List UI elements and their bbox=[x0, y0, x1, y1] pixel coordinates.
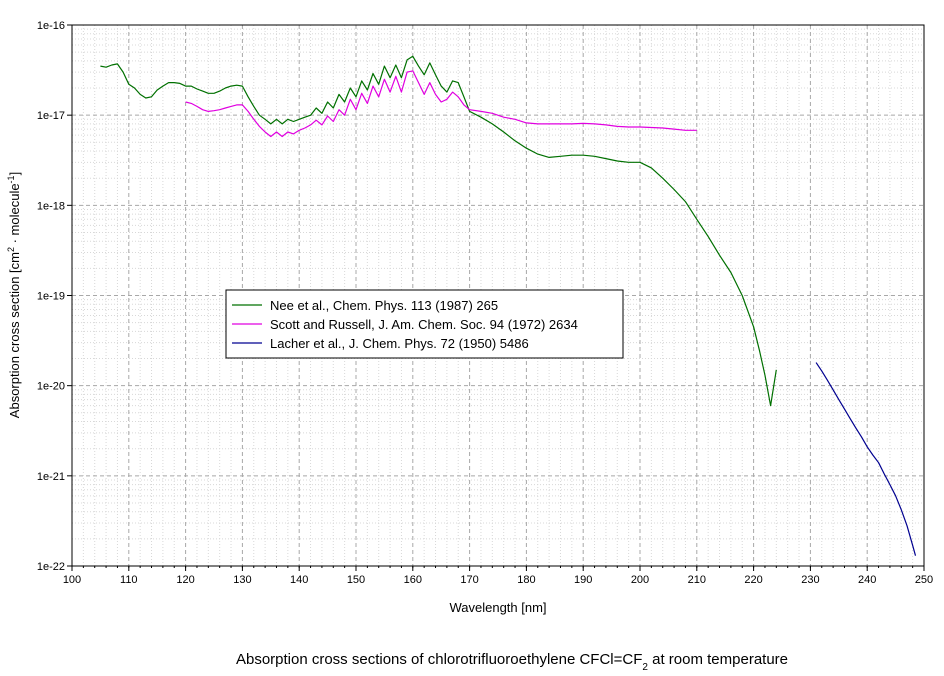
x-tick-label: 100 bbox=[63, 574, 81, 586]
y-tick-label: 1e-17 bbox=[37, 110, 65, 122]
y-tick-label: 1e-20 bbox=[37, 381, 65, 393]
y-tick-label: 1e-18 bbox=[37, 200, 65, 212]
text-segment: ] bbox=[7, 172, 22, 176]
legend-label-1: Nee et al., Chem. Phys. 113 (1987) 265 bbox=[270, 298, 498, 313]
x-tick-label: 210 bbox=[688, 574, 706, 586]
text-segment: Absorption cross sections of chlorotrifl… bbox=[236, 651, 642, 668]
y-axis-title: Absorption cross section [cm2 · molecule… bbox=[6, 172, 22, 418]
x-tick-label: 170 bbox=[460, 574, 478, 586]
series-line-3 bbox=[815, 362, 917, 556]
y-tick-label: 1e-19 bbox=[37, 291, 65, 303]
superscript: -1 bbox=[6, 175, 16, 183]
series-line-2 bbox=[185, 70, 697, 138]
y-tick-label: 1e-21 bbox=[37, 471, 65, 483]
x-tick-label: 200 bbox=[631, 574, 649, 586]
subscript: 2 bbox=[642, 662, 648, 673]
figure-caption: Absorption cross sections of chlorotrifl… bbox=[236, 651, 788, 673]
x-tick-label: 220 bbox=[744, 574, 762, 586]
x-tick-label: 120 bbox=[176, 574, 194, 586]
y-axis: 1e-22 1e-21 1e-20 1e-19 1e-18 1e-17 1e-16 bbox=[37, 20, 72, 573]
legend-label-2: Scott and Russell, J. Am. Chem. Soc. 94 … bbox=[270, 317, 578, 332]
series-line-1 bbox=[100, 55, 777, 407]
x-tick-label: 140 bbox=[290, 574, 308, 586]
legend-label-3: Lacher et al., J. Chem. Phys. 72 (1950) … bbox=[270, 336, 529, 351]
x-tick-label: 240 bbox=[858, 574, 876, 586]
legend: Nee et al., Chem. Phys. 113 (1987) 265 Sc… bbox=[225, 289, 624, 359]
x-tick-label: 180 bbox=[517, 574, 535, 586]
legend-box bbox=[225, 289, 624, 359]
x-tick-label: 160 bbox=[404, 574, 422, 586]
text-segment: Absorption cross section [cm bbox=[7, 252, 22, 418]
x-axis-title: Wavelength [nm] bbox=[449, 600, 546, 615]
y-tick-label: 1e-16 bbox=[37, 20, 65, 32]
x-tick-label: 190 bbox=[574, 574, 592, 586]
text-segment: · molecule bbox=[7, 183, 22, 247]
series-layer bbox=[100, 55, 917, 556]
x-axis: 100 110 120 130 140 150 160 170 180 190 200 210 220 2… bbox=[63, 566, 933, 586]
x-tick-label: 250 bbox=[915, 574, 933, 586]
x-tick-label: 110 bbox=[120, 574, 138, 586]
x-tick-label: 150 bbox=[347, 574, 365, 586]
y-tick-label: 1e-22 bbox=[37, 561, 65, 573]
major-grid bbox=[72, 25, 924, 566]
x-tick-label: 230 bbox=[801, 574, 819, 586]
text-segment: at room temperature bbox=[648, 651, 788, 668]
superscript: 2 bbox=[6, 247, 16, 252]
x-tick-label: 130 bbox=[233, 574, 251, 586]
